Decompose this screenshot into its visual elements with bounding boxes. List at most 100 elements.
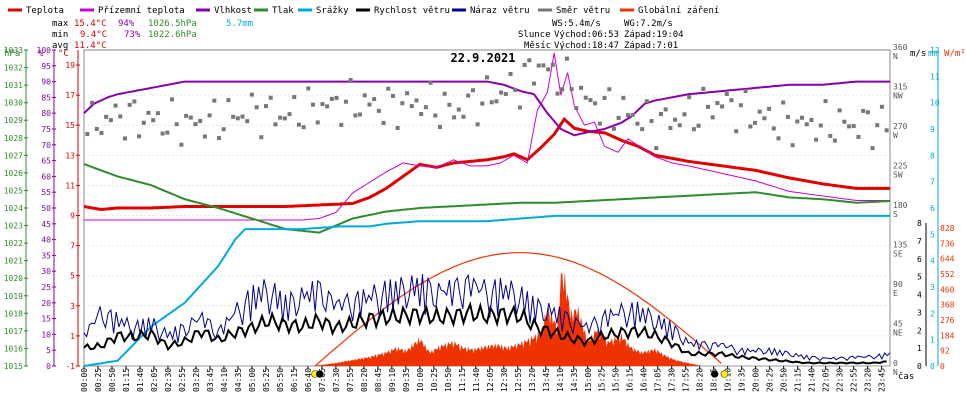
x-tick-label: 19:35 (738, 368, 747, 392)
wind-dir-point (202, 134, 207, 139)
dir-axis-value: 270 (893, 122, 908, 131)
wind-dir-point (588, 98, 593, 103)
wind-dir-point (362, 93, 367, 98)
wind-dir-point (621, 95, 626, 100)
sun-marker (720, 370, 729, 378)
x-tick-label: 16:40 (640, 368, 649, 392)
chart-title: 22.9.2021 (450, 51, 515, 65)
wind-dir-point (249, 92, 254, 97)
wind-dir-point (334, 95, 339, 100)
x-tick-label: 22:30 (836, 368, 845, 392)
hpa-axis-tick-label: 1018 (4, 309, 23, 318)
x-tick-label: 20:50 (780, 368, 789, 392)
x-tick-label: 22:55 (850, 368, 859, 392)
wind-dir-point (804, 122, 809, 127)
wind-dir-point (663, 107, 668, 112)
hpa-axis-tick-label: 1016 (4, 344, 23, 353)
moon-marker (315, 370, 324, 378)
wind-dir-point (306, 86, 311, 91)
wind-dir-point (687, 95, 692, 100)
dir-axis-value: 180 (893, 201, 908, 210)
stat-max-temp: 15.4°C (74, 19, 107, 29)
legend-label: Teplota (26, 6, 64, 16)
wind-dir-point (174, 122, 179, 127)
wind-dir-point (485, 75, 489, 80)
wind-dir-point (635, 121, 640, 126)
radiation-area (312, 271, 702, 366)
hpa-axis-tick-label: 1017 (4, 327, 23, 336)
legend-label: Směr větru (556, 6, 610, 16)
wind-dir-point (494, 99, 499, 104)
stat-avg-label: avg (52, 41, 68, 51)
wind-dir-point (710, 115, 715, 120)
wind-dir-point (400, 101, 405, 106)
wind-dir-point (611, 126, 616, 131)
hpa-axis-tick-label: 1024 (4, 204, 23, 213)
pct-axis-tick-label: 60 (41, 172, 51, 181)
wind-dir-point (428, 80, 433, 85)
wind-dir-point (292, 95, 297, 100)
x-tick-label: 15:25 (598, 368, 607, 392)
degc-axis-tick-label: 13 (65, 151, 75, 160)
wind-dir-point (837, 108, 842, 113)
ms-axis-tick-label: 6 (917, 255, 922, 264)
wind-dir-point (184, 113, 189, 118)
x-tick-label: 12:05 (486, 368, 495, 392)
wind-dir-point (423, 105, 428, 110)
wind-dir-point (245, 119, 250, 124)
wind-dir-point (207, 113, 212, 118)
degc-axis-tick-label: 15 (65, 121, 75, 130)
wind-dir-point (720, 104, 725, 109)
wind-dir-point (828, 133, 833, 138)
x-tick-label: 06:40 (304, 368, 313, 392)
astro-info: WS:5.4m/s WG:7.2m/s Slunce Východ:06:53 … (518, 19, 684, 51)
wind-dir-point (470, 88, 475, 93)
wind-dir-point (221, 127, 226, 132)
wind-dir-point (790, 143, 795, 148)
dir-axis-compass: NE (893, 329, 903, 338)
wind-dir-point (527, 58, 532, 63)
wind-dir-point (315, 120, 320, 125)
hpa-axis-tick-label: 1032 (4, 64, 23, 73)
wind-dir-point (536, 63, 541, 68)
wind-dir-point (127, 102, 132, 107)
ms-axis-tick-label: 3 (917, 308, 922, 317)
wind-dir-point (339, 122, 344, 127)
wind-dir-point (329, 96, 334, 101)
wind-dir-point (155, 111, 160, 116)
x-tick-label: 08:45 (374, 368, 383, 392)
wind-dir-point (691, 127, 696, 132)
wind-dir-point (823, 99, 828, 104)
hpa-axis-tick-label: 1028 (4, 134, 23, 143)
legend-label: Rychlost větru (374, 6, 450, 16)
x-tick-label: 04:35 (234, 368, 243, 392)
pct-axis-tick-label: 70 (41, 141, 51, 150)
wind-dir-point (673, 117, 678, 122)
x-tick-label: 15:50 (612, 368, 621, 392)
wind-dir-point (226, 98, 231, 103)
wind-dir-point (414, 98, 419, 103)
wind-dir-point (372, 97, 377, 102)
wind-dir-point (630, 112, 635, 117)
wind-dir-point (212, 98, 217, 103)
legend-label: Vlhkost (214, 6, 252, 16)
wind-dir-point (217, 136, 222, 141)
wind-dir-point (762, 116, 767, 121)
degc-axis-tick-label: -1 (65, 362, 75, 371)
info-moon-label: Měsíc (524, 41, 551, 51)
degc-axis-tick-label: 5 (70, 272, 75, 281)
x-tick-label: 10:50 (444, 368, 453, 392)
series-line-3 (83, 80, 890, 137)
wind-dir-point (419, 111, 424, 116)
wind-dir-point (795, 119, 800, 124)
wind-dir-point (137, 134, 142, 139)
wind-dir-point (879, 104, 884, 109)
x-tick-label: 14:35 (570, 368, 579, 392)
stat-avg-temp: 11.4°C (74, 41, 107, 51)
ms-axis-tick-label: 1 (917, 344, 922, 353)
wind-dir-point (861, 108, 866, 113)
dir-axis-value: 360 (893, 43, 908, 52)
pct-axis-tick-label: 50 (41, 204, 51, 213)
wind-dir-point (579, 85, 584, 90)
wind-dir-point (593, 101, 598, 106)
